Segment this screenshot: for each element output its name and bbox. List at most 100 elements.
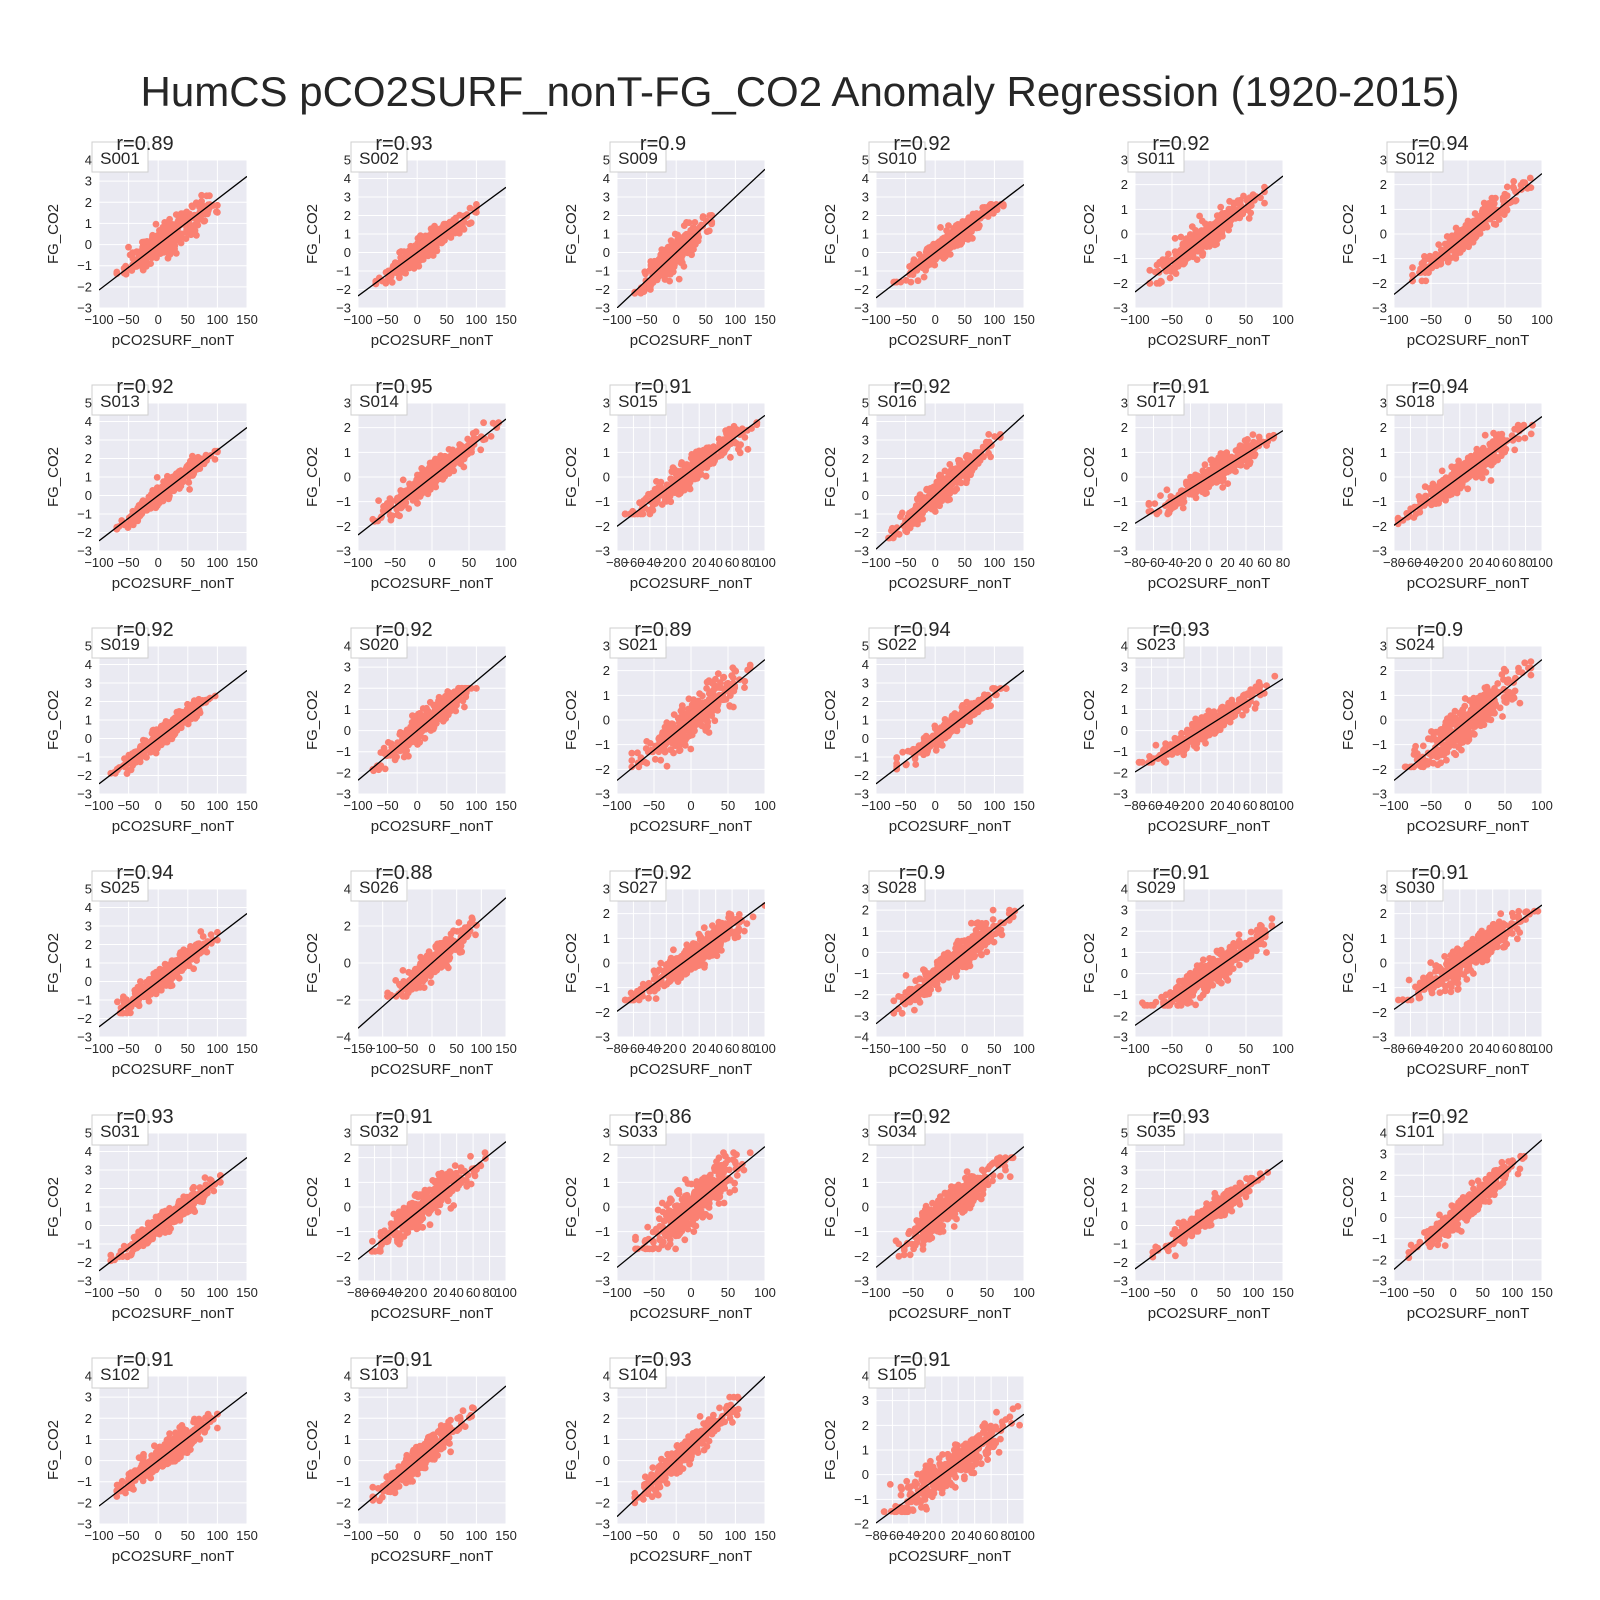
scatter-point [985, 431, 993, 438]
scatter-point [964, 235, 972, 243]
scatter-point [186, 486, 194, 493]
regression-line [617, 414, 765, 527]
scatter-point [157, 248, 165, 255]
scatter-panel-s015: −80−60−40−20 0 20 40 60 80100−3−2−10123pCO2SU… [563, 376, 776, 592]
scatter-point [934, 242, 942, 250]
scatter-point [1444, 258, 1452, 266]
site-label-box [868, 384, 926, 416]
scatter-point [1201, 490, 1209, 497]
scatter-point [965, 216, 973, 223]
regression-line [1135, 430, 1283, 524]
scatter-point [467, 219, 475, 227]
scatter-point [897, 513, 904, 520]
y-tick-label: −3 [336, 544, 351, 559]
scatter-point [957, 223, 964, 231]
scatter-point [399, 266, 407, 274]
x-tick-label: 0 [414, 312, 421, 327]
scatter-point [154, 740, 162, 748]
x-tick-label: −80 [606, 555, 628, 570]
scatter-point [974, 214, 982, 222]
scatter-point [1453, 489, 1461, 497]
x-tick-label: −100 [1379, 312, 1408, 327]
scatter-point [1244, 201, 1252, 209]
scatter-point [125, 751, 133, 759]
x-tick-label: −100 [84, 312, 113, 327]
scatter-point [1461, 234, 1469, 242]
correlation-label: r=0.92 [893, 133, 950, 155]
x-tick-label: 50 [462, 555, 476, 570]
scatter-point [487, 433, 495, 440]
x-axis-label: pCO2SURF_nonT [630, 575, 753, 592]
scatter-point [1207, 480, 1215, 487]
scatter-point [1232, 214, 1239, 222]
scatter-point [1442, 496, 1449, 504]
scatter-point [187, 715, 194, 723]
scatter-point [1474, 213, 1482, 221]
y-tick-label: 4 [862, 414, 869, 429]
y-axis-label: FG_CO2 [304, 690, 321, 750]
scatter-point [636, 499, 643, 507]
x-axis-label: pCO2SURF_nonT [371, 332, 494, 349]
x-tick-label: 0 [155, 798, 162, 813]
regression-line [358, 186, 506, 297]
scatter-point [1464, 222, 1472, 230]
y-tick-label: 2 [344, 420, 351, 435]
scatter-point [140, 255, 147, 263]
scatter-panel-s012: −100 −50 0 50 100−3−2−10123pCO2SURF_nonTFG_C… [1340, 133, 1553, 349]
scatter-point [973, 223, 981, 231]
x-tick-label: 0 [1456, 555, 1463, 570]
correlation-label: r=0.94 [1411, 133, 1468, 155]
scatter-point [460, 455, 468, 463]
scatter-point [1225, 221, 1232, 229]
scatter-point [156, 728, 163, 736]
x-tick-label: 0 [679, 555, 686, 570]
correlation-label: r=0.94 [1411, 376, 1468, 398]
scatter-point [940, 254, 948, 262]
y-tick-label: −2 [1372, 276, 1387, 291]
scatter-point [123, 770, 131, 777]
scatter-point [1427, 485, 1435, 493]
scatter-point [1217, 232, 1224, 240]
site-label: S002 [359, 149, 399, 168]
site-label: S015 [618, 392, 658, 411]
x-tick-label: 50 [440, 798, 454, 813]
scatter-point [945, 222, 952, 230]
scatter-point [736, 449, 744, 457]
y-tick-label: 3 [603, 190, 610, 205]
y-axis-label: FG_CO2 [822, 447, 839, 507]
y-axis-label: FG_CO2 [45, 204, 62, 264]
y-axis-label: FG_CO2 [45, 690, 62, 750]
scatter-point [706, 212, 713, 219]
scatter-point [204, 210, 211, 218]
y-tick-label: 2 [85, 694, 92, 709]
scatter-panel-s016: −100 −50 0 50 100 150−3−2−1012345pCO2SURF_non… [822, 376, 1035, 592]
scatter-points [1146, 183, 1268, 287]
scatter-point [699, 213, 707, 220]
y-tick-label: −1 [1113, 494, 1128, 509]
y-axis-label: FG_CO2 [822, 204, 839, 264]
y-tick-label: 3 [862, 433, 869, 448]
y-tick-label: −1 [336, 494, 351, 509]
scatter-point [1503, 192, 1511, 200]
scatter-point [1416, 496, 1424, 504]
x-axis-label: pCO2SURF_nonT [371, 818, 494, 835]
scatter-point [1224, 480, 1232, 487]
x-tick-label: 0 [1205, 555, 1212, 570]
scatter-point [489, 419, 497, 427]
x-tick-label: 100 [1531, 555, 1553, 570]
scatter-point [129, 518, 137, 525]
y-tick-label: 4 [344, 639, 351, 654]
scatter-point [1416, 508, 1424, 516]
scatter-point [414, 235, 422, 242]
scatter-point [129, 249, 137, 257]
scatter-point [142, 505, 150, 513]
y-tick-label: −2 [77, 768, 92, 783]
x-tick-label: 100 [495, 555, 517, 570]
scatter-point [192, 457, 200, 464]
x-tick-label: 150 [1013, 555, 1035, 570]
scatter-point [1472, 450, 1480, 458]
scatter-point [1180, 498, 1188, 506]
scatter-point [1230, 199, 1237, 207]
scatter-point [473, 684, 480, 692]
scatter-point [999, 202, 1007, 210]
